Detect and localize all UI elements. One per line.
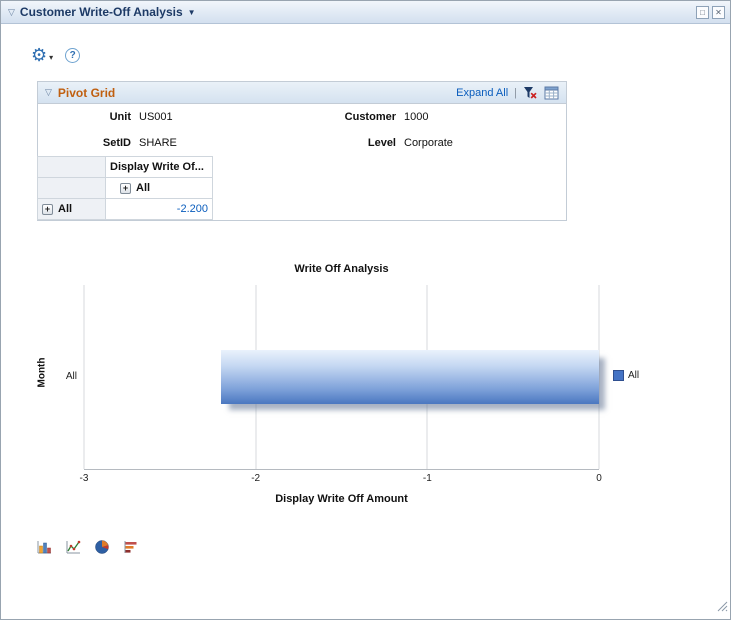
maximize-button[interactable]: □ <box>696 5 709 19</box>
plot-area <box>83 285 600 470</box>
gear-icon: ⚙ <box>31 45 48 65</box>
setid-value: SHARE <box>139 137 177 149</box>
x-tick-label: -1 <box>422 473 432 484</box>
table-row: + All -2.200 <box>37 198 213 220</box>
value-cell: -2.200 <box>105 198 213 220</box>
expand-column-button[interactable]: + <box>120 182 131 194</box>
filter-row-1: Unit US001 Customer 1000 <box>38 104 566 130</box>
chevron-down-icon: ▾ <box>49 53 54 62</box>
gridline <box>83 285 85 469</box>
column-header-cell: Display Write Of... <box>105 156 213 178</box>
chart-region: Write Off Analysis Month All -3 -2 -1 0 Dis… <box>31 257 696 523</box>
legend-swatch-icon <box>613 370 624 381</box>
collapse-section-icon[interactable]: ▽ <box>8 6 15 17</box>
window-controls: □ ✕ <box>696 5 725 19</box>
settings-menu-button[interactable]: ⚙ ▾ <box>31 45 54 65</box>
table-row: + All <box>37 177 213 199</box>
level-value: Corporate <box>404 137 453 149</box>
unit-value: US001 <box>139 111 173 123</box>
separator: | <box>514 86 517 99</box>
row-group-cell: + All <box>37 198 106 220</box>
column-group-cell: + All <box>105 177 213 199</box>
line-chart-icon[interactable] <box>64 538 82 556</box>
x-tick-label: -3 <box>79 473 89 484</box>
page-title: Customer Write-Off Analysis <box>19 5 183 19</box>
pivot-grid-table: Display Write Of... + All + All -2.200 <box>37 156 213 220</box>
customer-value: 1000 <box>404 111 429 123</box>
chart-bar[interactable] <box>221 350 599 404</box>
x-axis-label: Display Write Off Amount <box>275 493 408 505</box>
customer-label: Customer <box>344 111 396 123</box>
column-group-label: All <box>136 182 151 194</box>
unit-label: Unit <box>109 111 131 123</box>
pivot-collapse-icon[interactable]: ▽ <box>45 87 52 97</box>
level-label: Level <box>367 137 396 149</box>
close-button[interactable]: ✕ <box>712 5 725 19</box>
column-chart-icon[interactable] <box>35 538 53 556</box>
horizontal-bar-chart-icon[interactable] <box>122 538 140 556</box>
empty-row-header-cell <box>37 177 106 199</box>
resize-handle[interactable] <box>715 599 728 617</box>
pivot-grid-panel: ▽ Pivot Grid Expand All | <box>37 81 567 221</box>
x-tick-label: 0 <box>596 473 602 484</box>
chart-type-buttons <box>35 538 140 556</box>
chart-legend: All <box>613 370 639 381</box>
clear-filter-icon[interactable] <box>523 86 538 100</box>
cell-value-link[interactable]: -2.200 <box>176 203 208 215</box>
help-button[interactable]: ? <box>65 48 81 63</box>
row-group-label: All <box>58 203 73 215</box>
pivot-grid-title: Pivot Grid <box>57 85 116 100</box>
setid-label: SetID <box>102 137 131 149</box>
toolbar: ⚙ ▾ ? <box>31 45 81 65</box>
pivot-grid-header: ▽ Pivot Grid Expand All | <box>38 82 566 104</box>
y-axis-label: Month <box>36 357 48 388</box>
chart-title: Write Off Analysis <box>294 263 389 275</box>
category-label: All <box>65 371 77 382</box>
pie-chart-icon[interactable] <box>93 538 111 556</box>
table-row: Display Write Of... <box>37 156 213 178</box>
legend-label: All <box>628 370 640 381</box>
gridline <box>598 285 600 469</box>
window-titlebar: ▽ Customer Write-Off Analysis ▼ □ ✕ <box>1 1 730 24</box>
title-dropdown-icon[interactable]: ▼ <box>187 7 196 17</box>
filter-row-2: SetID SHARE Level Corporate <box>38 130 566 156</box>
x-tick-label: -2 <box>251 473 261 484</box>
expand-all-link[interactable]: Expand All <box>456 86 509 99</box>
corner-cell <box>37 156 106 178</box>
grid-view-icon[interactable] <box>544 86 559 100</box>
x-axis-ticks: -3 -2 -1 0 <box>80 473 602 485</box>
expand-row-button[interactable]: + <box>42 203 53 215</box>
pivot-grid-actions: Expand All | <box>456 86 559 100</box>
